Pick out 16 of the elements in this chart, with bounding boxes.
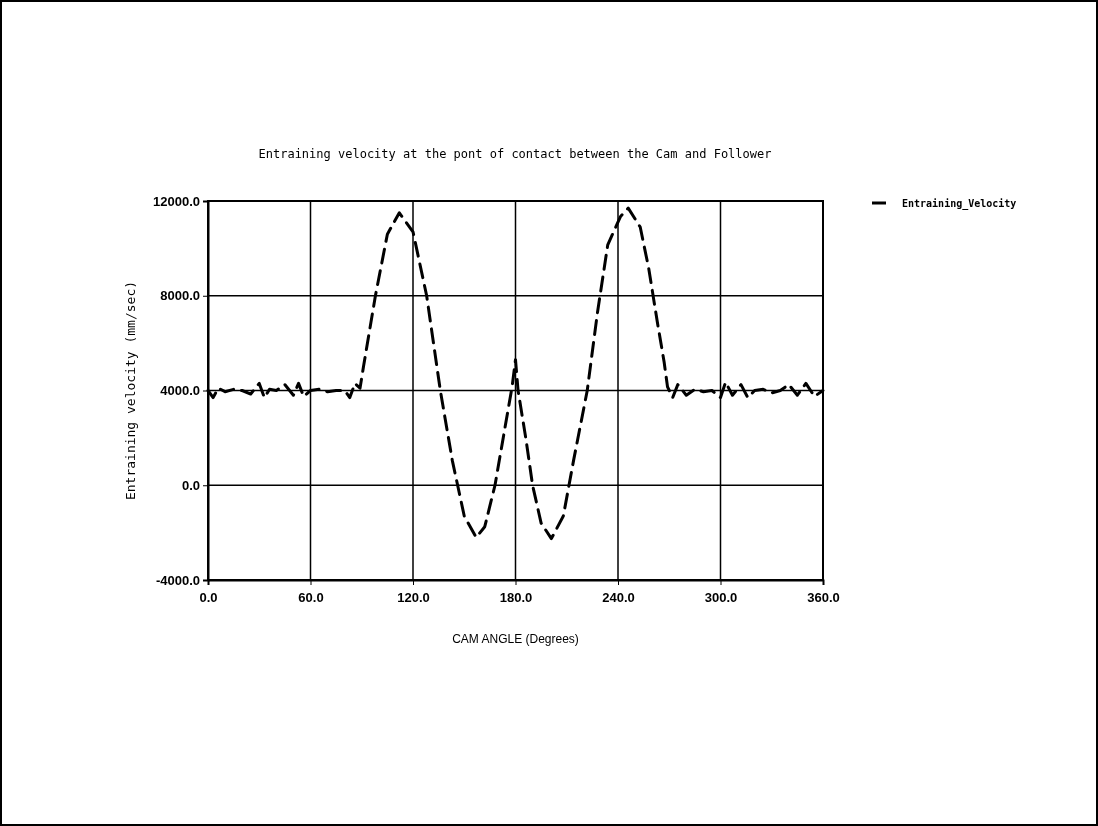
chart-title: Entraining velocity at the pont of contact between the Cam and Follower: [258, 147, 772, 161]
y-tick-label: 4000.0: [160, 383, 200, 399]
x-tick-label: 120.0: [397, 590, 430, 606]
x-tick-label: 300.0: [704, 590, 738, 606]
y-tick-label: -4000.0: [155, 572, 200, 588]
y-tick-label: 12000.0: [153, 193, 200, 209]
y-tick-label: 0.0: [181, 477, 200, 493]
x-tick-label: 60.0: [298, 590, 324, 606]
x-tick-label: 360.0: [807, 590, 840, 606]
legend-label: Entraining_Velocity: [902, 198, 1017, 210]
x-tick-label: 0.0: [199, 590, 218, 606]
x-tick-label: 240.0: [602, 590, 635, 606]
x-tick-label: 180.0: [499, 590, 533, 606]
y-axis-title: Entraining velocity (mm/sec): [123, 280, 138, 501]
x-axis-title: CAM ANGLE (Degrees): [452, 632, 579, 646]
y-tick-label: 8000.0: [160, 288, 200, 304]
